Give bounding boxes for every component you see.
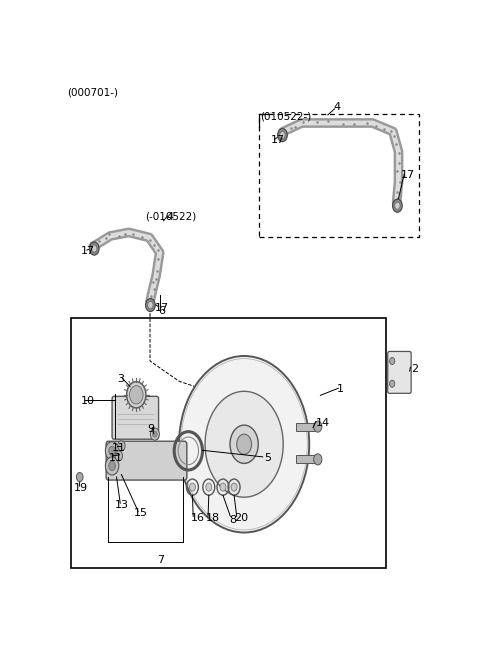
Text: 1: 1 [337, 384, 344, 394]
Text: 11: 11 [112, 443, 126, 453]
Circle shape [115, 451, 122, 461]
Text: 19: 19 [74, 483, 88, 493]
Circle shape [277, 128, 288, 141]
Circle shape [230, 425, 258, 464]
Circle shape [206, 483, 212, 491]
Circle shape [106, 457, 119, 475]
Text: 13: 13 [115, 500, 129, 510]
Text: 16: 16 [191, 514, 205, 523]
Text: 11: 11 [108, 453, 122, 463]
Circle shape [314, 421, 322, 432]
Circle shape [106, 441, 119, 460]
Text: 20: 20 [234, 514, 248, 523]
Text: 18: 18 [206, 514, 220, 523]
Circle shape [231, 483, 237, 491]
Circle shape [237, 434, 252, 455]
Bar [296, 455, 315, 464]
Circle shape [130, 386, 143, 404]
Circle shape [205, 391, 283, 497]
Text: 3: 3 [118, 374, 125, 384]
Circle shape [190, 483, 195, 491]
Circle shape [92, 245, 97, 252]
Text: 5: 5 [264, 453, 271, 463]
Circle shape [393, 199, 402, 212]
Text: 17: 17 [400, 170, 415, 180]
Circle shape [280, 132, 285, 139]
Text: 15: 15 [133, 508, 148, 518]
Circle shape [390, 380, 395, 387]
Bar [71, 318, 385, 568]
Text: 10: 10 [81, 396, 95, 406]
Text: 17: 17 [155, 303, 169, 313]
Text: 6: 6 [158, 306, 166, 316]
Text: 14: 14 [316, 418, 330, 428]
Text: 17: 17 [271, 135, 286, 145]
Text: (010522-): (010522-) [260, 112, 312, 122]
Circle shape [390, 358, 395, 365]
Text: 2: 2 [411, 364, 419, 373]
Text: 7: 7 [156, 555, 164, 565]
Text: 9: 9 [147, 424, 155, 434]
Circle shape [76, 472, 83, 481]
Circle shape [118, 441, 125, 451]
Circle shape [145, 299, 155, 312]
Circle shape [148, 301, 153, 309]
Circle shape [150, 428, 159, 440]
Bar [296, 422, 315, 430]
Circle shape [109, 446, 115, 455]
Circle shape [395, 202, 400, 210]
Circle shape [89, 242, 99, 255]
Text: (-010522): (-010522) [145, 212, 197, 222]
Text: 4: 4 [166, 212, 173, 222]
Circle shape [127, 382, 146, 408]
FancyBboxPatch shape [106, 441, 187, 480]
Bar [259, 114, 419, 238]
Circle shape [314, 454, 322, 465]
Circle shape [153, 431, 157, 437]
Text: 4: 4 [334, 102, 340, 113]
Text: (000701-): (000701-) [67, 87, 119, 97]
Circle shape [109, 461, 115, 470]
Text: 8: 8 [229, 515, 236, 525]
FancyBboxPatch shape [112, 396, 158, 440]
Circle shape [179, 356, 309, 533]
FancyBboxPatch shape [388, 352, 411, 393]
Text: 17: 17 [81, 246, 95, 256]
Circle shape [220, 483, 226, 491]
